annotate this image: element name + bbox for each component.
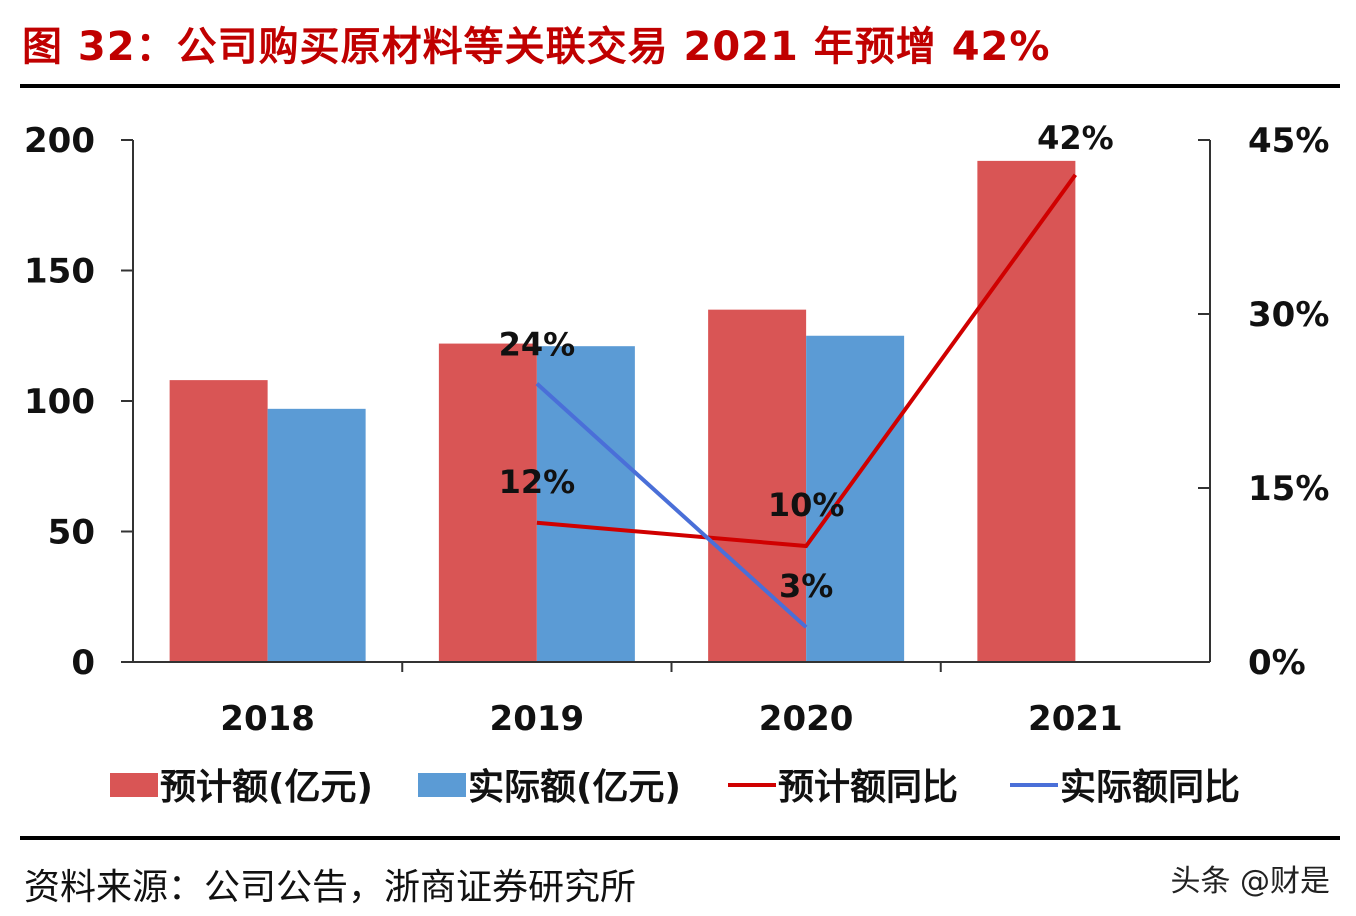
left-tick-label: 50 — [48, 513, 95, 553]
top-rule — [20, 84, 1340, 88]
chart-title: 图 32：公司购买原材料等关联交易 2021 年预增 42% — [22, 24, 1051, 70]
x-tick-label-2018: 2018 — [220, 699, 315, 739]
right-tick-label: 45% — [1248, 121, 1329, 161]
data-label: 12% — [499, 463, 576, 501]
data-label: 3% — [779, 567, 833, 605]
legend-label: 预计额同比 — [778, 767, 958, 808]
right-tick-label: 0% — [1248, 643, 1306, 683]
x-tick-label-2019: 2019 — [490, 699, 585, 739]
data-label: 42% — [1037, 119, 1114, 157]
legend-swatch — [418, 773, 466, 797]
bar-expected-2018 — [169, 380, 268, 662]
data-label: 10% — [768, 486, 845, 524]
legend-label: 实际额同比 — [1060, 767, 1240, 808]
legend-swatch — [110, 773, 158, 797]
left-tick-label: 0 — [71, 643, 95, 683]
bottom-rule — [20, 836, 1340, 840]
left-tick-label: 200 — [24, 121, 95, 161]
x-tick-label-2020: 2020 — [759, 699, 854, 739]
line-actual-yoy — [535, 382, 808, 629]
legend-label: 实际额(亿元) — [468, 767, 681, 808]
data-label: 24% — [499, 326, 576, 364]
line-expected-yoy — [536, 173, 1077, 549]
bar-actual-2019 — [536, 346, 635, 662]
right-tick-label: 15% — [1248, 469, 1329, 509]
watermark: 头条 @财是 — [1170, 864, 1330, 899]
bar-actual-2020 — [806, 335, 905, 662]
bar-expected-2020 — [708, 309, 807, 662]
source-note: 资料来源：公司公告，浙商证券研究所 — [24, 867, 637, 908]
bar-expected-2019 — [438, 343, 537, 662]
left-tick-label: 100 — [24, 382, 95, 422]
x-tick-label-2021: 2021 — [1028, 699, 1123, 739]
legend-label: 预计额(亿元) — [160, 767, 373, 808]
bar-expected-2021 — [977, 160, 1076, 662]
bar-actual-2018 — [267, 408, 366, 662]
right-tick-label: 30% — [1248, 295, 1329, 335]
left-tick-label: 150 — [24, 252, 95, 292]
